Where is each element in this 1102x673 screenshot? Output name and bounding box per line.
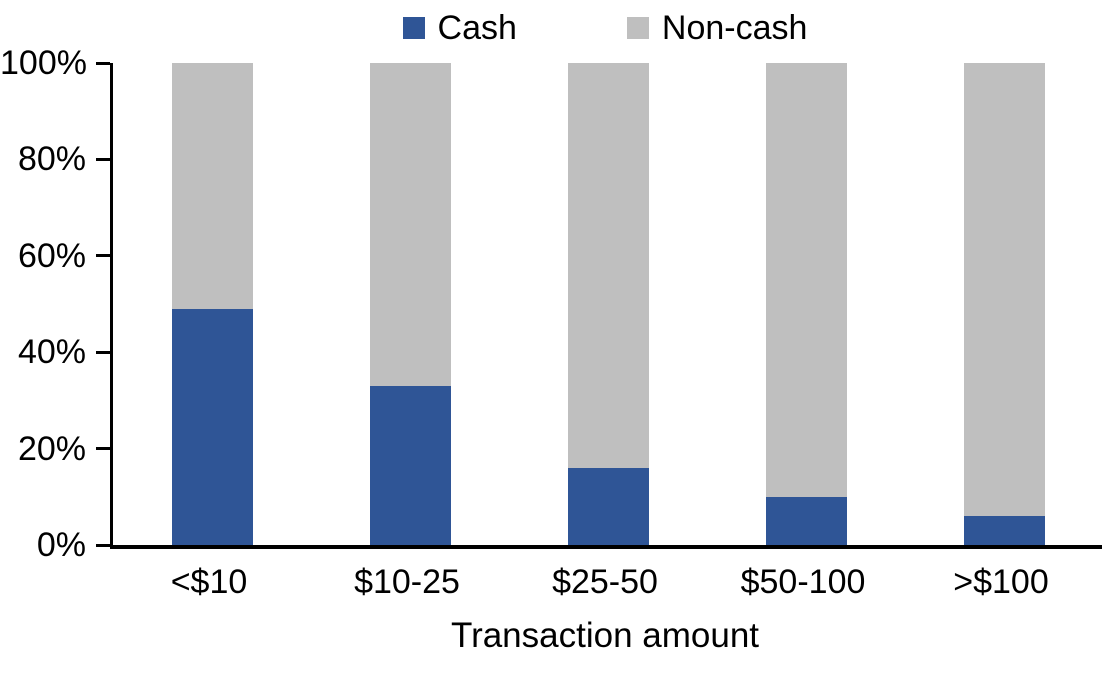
bar-segment-non-cash xyxy=(369,63,451,386)
bar-segment-non-cash xyxy=(567,63,649,468)
y-axis-label: 20% xyxy=(17,429,86,468)
y-axis-tick xyxy=(96,447,110,451)
cash-swatch-icon xyxy=(402,17,425,39)
legend-item-non-cash: Non-cash xyxy=(626,9,808,47)
bar-column--100 xyxy=(963,63,1045,545)
legend: Cash Non-cash xyxy=(110,6,1100,50)
x-axis-label: <$10 xyxy=(170,563,248,601)
legend-item-cash: Cash xyxy=(402,9,517,47)
bar-segment-cash xyxy=(369,385,451,545)
x-axis-title: Transaction amount xyxy=(450,616,760,655)
y-axis-label: 40% xyxy=(17,333,86,372)
bar-column--50-100 xyxy=(765,63,847,545)
bar-column--25-50 xyxy=(567,63,649,545)
x-axis-labels: <$10 $10-25 $25-50 $50-100 >$100 xyxy=(110,562,1100,602)
bar-slot--10-25 xyxy=(311,63,509,545)
x-axis-label: $10-25 xyxy=(354,563,460,601)
bar-slot--100 xyxy=(905,63,1102,545)
y-axis-label: 60% xyxy=(17,236,86,275)
bar-segment-non-cash xyxy=(963,63,1045,517)
plot-area xyxy=(110,63,1102,549)
y-axis-ticks xyxy=(96,61,110,547)
y-axis: 0% 20% 40% 60% 80% 100% xyxy=(0,44,87,564)
bar-column--10 xyxy=(171,63,253,545)
legend-label: Cash xyxy=(437,9,517,47)
bar-segment-cash xyxy=(963,516,1045,545)
y-axis-tick xyxy=(96,543,110,547)
non-cash-swatch-icon xyxy=(626,17,649,39)
x-axis-label: >$100 xyxy=(953,563,1049,601)
bar-slot--50-100 xyxy=(707,63,905,545)
bar-segment-cash xyxy=(765,496,847,545)
x-axis-label: $25-50 xyxy=(552,563,658,601)
bar-segment-non-cash xyxy=(765,63,847,497)
bar-segment-cash xyxy=(567,467,649,545)
y-axis-label: 100% xyxy=(0,44,87,82)
y-axis-tick xyxy=(96,61,110,65)
legend-label: Non-cash xyxy=(661,9,808,47)
bar-slot--10 xyxy=(113,63,311,545)
bar-column--10-25 xyxy=(369,63,451,545)
bar-slot--25-50 xyxy=(509,63,707,545)
y-axis-tick xyxy=(96,157,110,161)
y-axis-tick xyxy=(96,350,110,354)
x-axis-label: $50-100 xyxy=(740,563,866,601)
bar-segment-non-cash xyxy=(171,63,253,309)
y-axis-tick xyxy=(96,254,110,258)
y-axis-label: 80% xyxy=(17,140,86,179)
y-axis-label: 0% xyxy=(36,526,86,564)
bar-segment-cash xyxy=(171,308,253,545)
